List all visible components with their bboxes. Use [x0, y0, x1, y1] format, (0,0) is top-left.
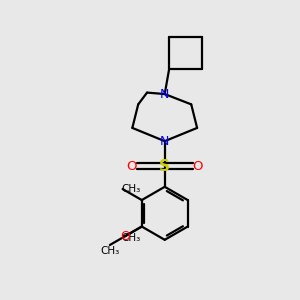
Text: N: N	[160, 135, 169, 148]
Text: CH₃: CH₃	[100, 246, 119, 256]
Text: O: O	[193, 160, 203, 173]
Text: CH₃: CH₃	[121, 184, 140, 194]
Text: S: S	[159, 159, 170, 174]
Text: O: O	[120, 230, 130, 243]
Text: CH₃: CH₃	[121, 232, 140, 243]
Text: O: O	[126, 160, 137, 173]
Text: N: N	[160, 88, 169, 100]
